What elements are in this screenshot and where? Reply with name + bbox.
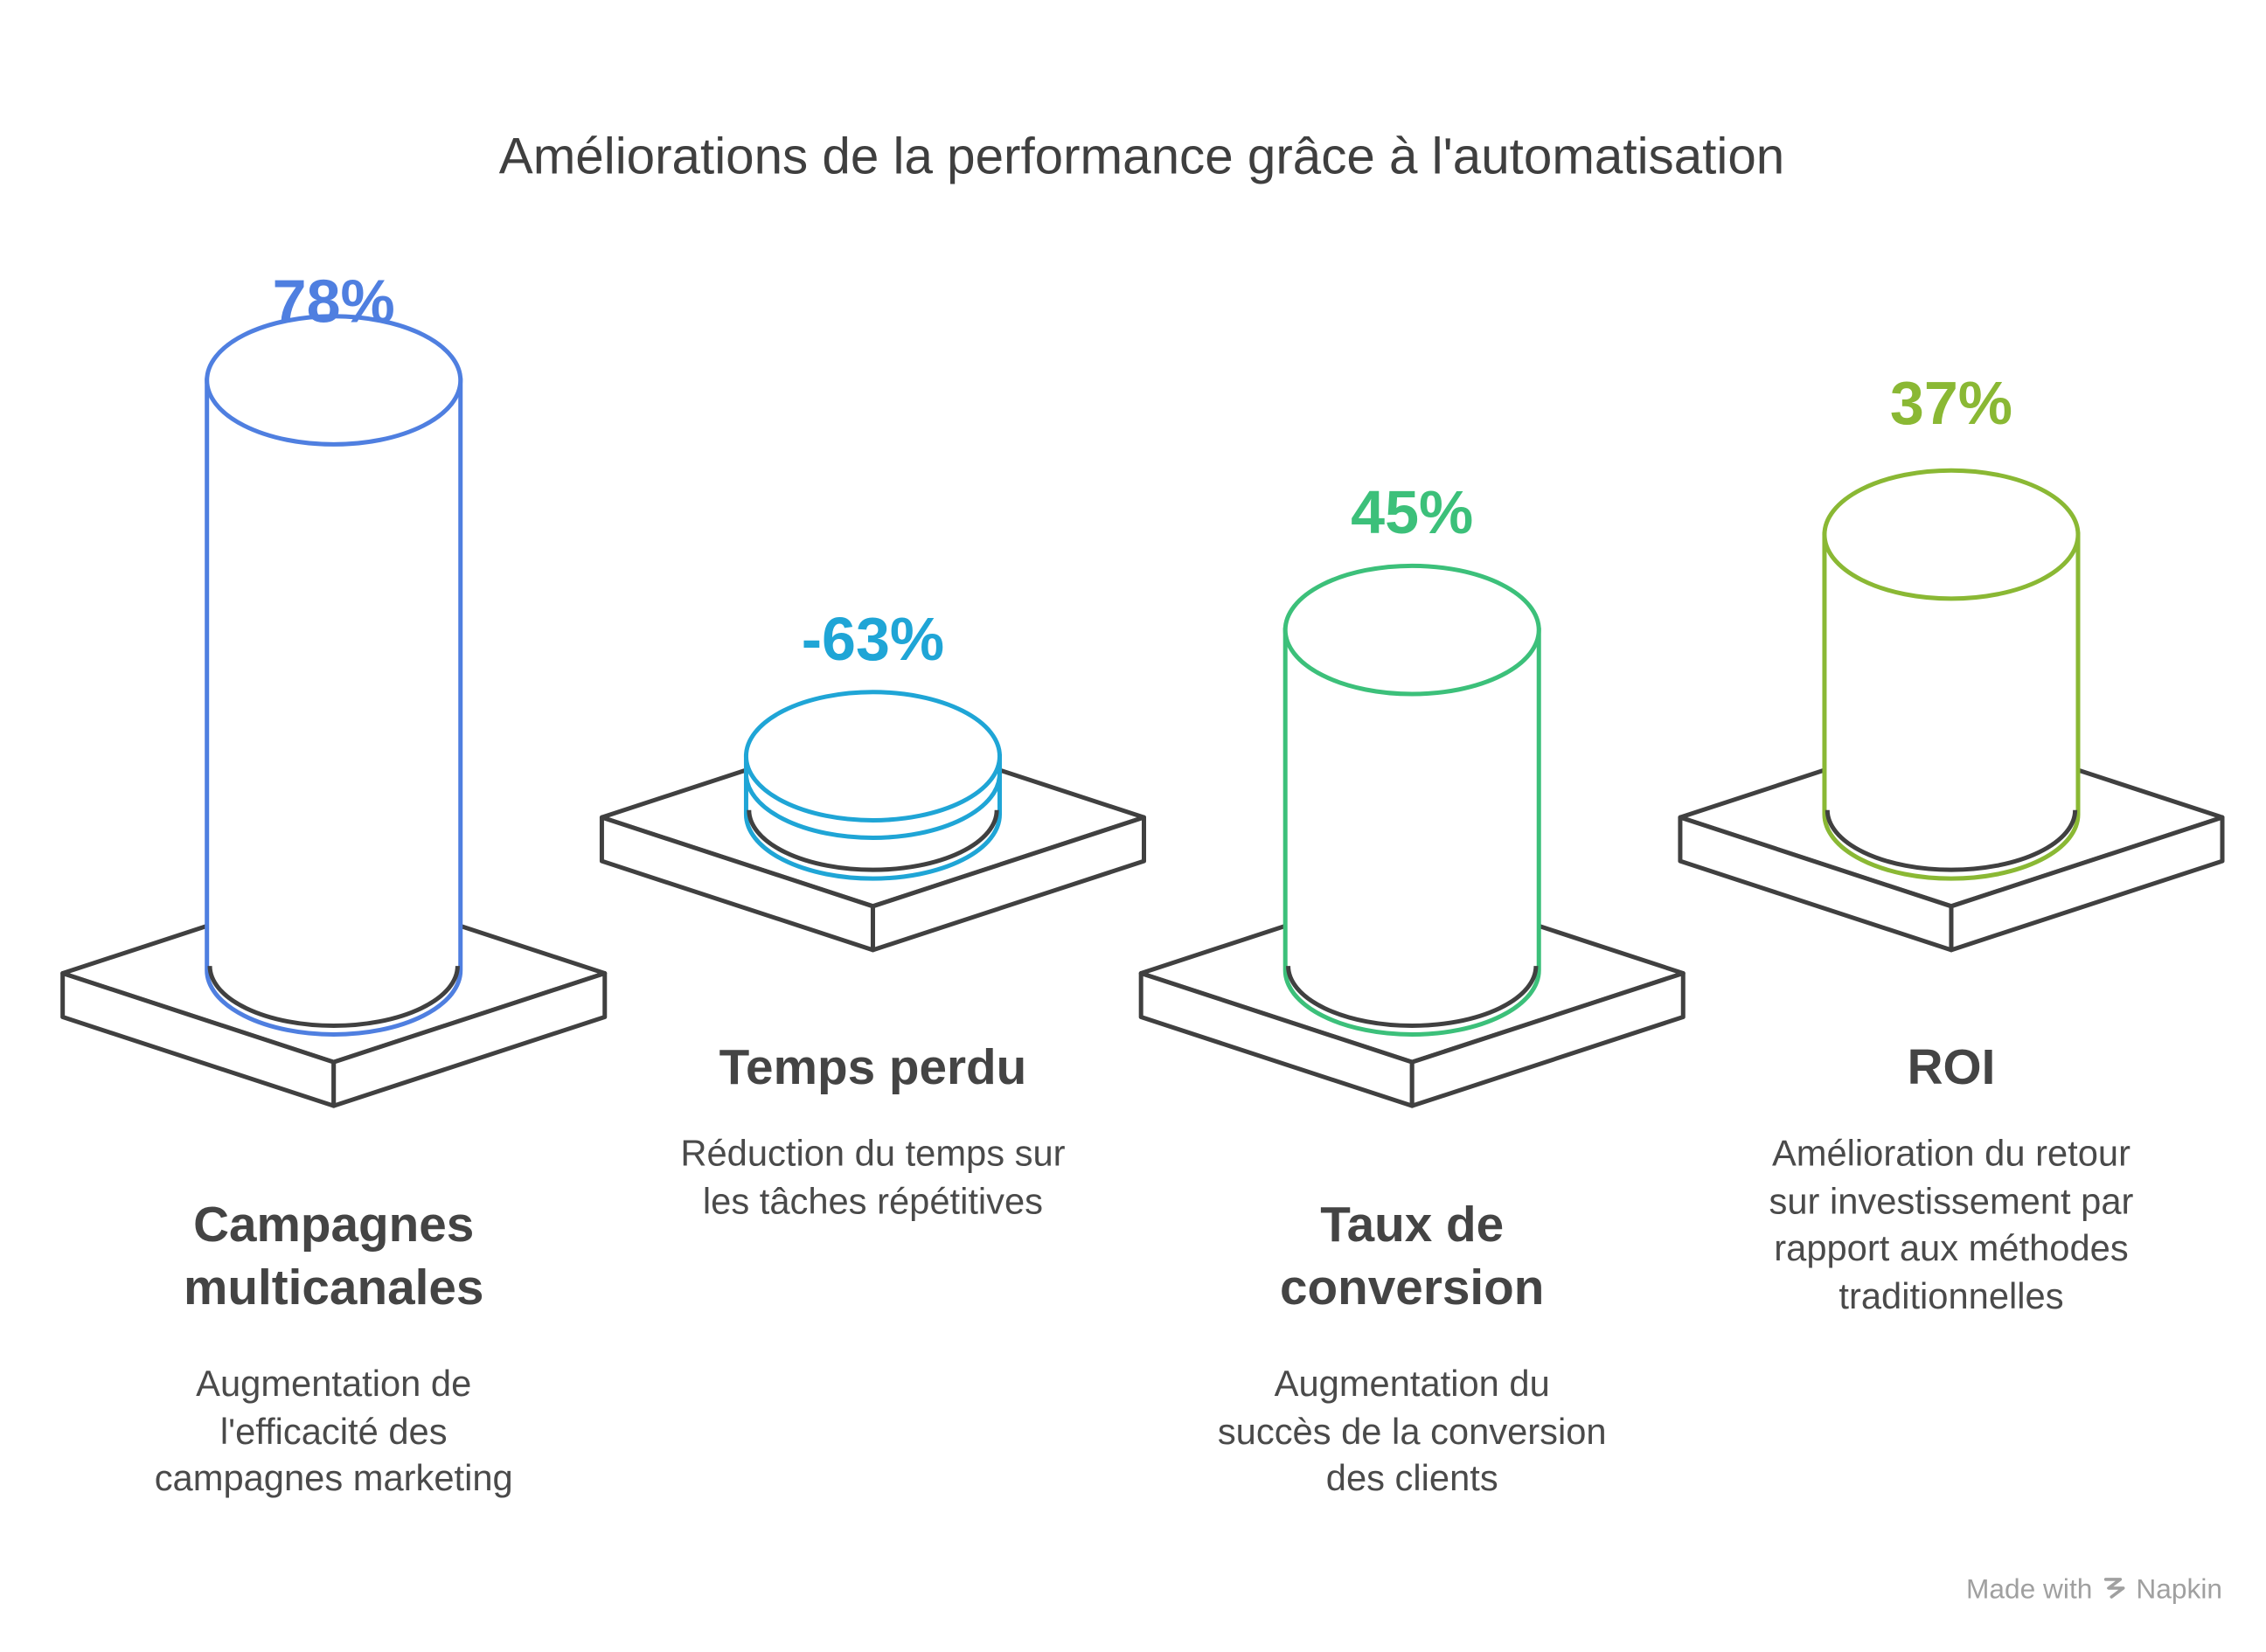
napkin-watermark[interactable]: Made with Napkin [1966, 1573, 2222, 1608]
description-line: Amélioration du retour [1771, 1133, 2130, 1175]
platform-side-right [331, 970, 608, 1108]
item-title-taux-conversion: Taux de conversion [1164, 1195, 1660, 1320]
description-line: des clients [1325, 1458, 1498, 1500]
cylinder-base-shadow [747, 809, 999, 872]
item-title-temps-perdu: Temps perdu [625, 1038, 1121, 1100]
description-line: campagnes marketing [154, 1458, 513, 1500]
platform-side-right [1409, 970, 1686, 1108]
value-label-roi: 37% [1889, 368, 2013, 438]
item-title-roi: ROI [1704, 1038, 2200, 1100]
description-line: Augmentation du [1274, 1364, 1550, 1405]
description-line: les tâches répétitives [702, 1181, 1044, 1222]
description-line: succès de la conversion [1217, 1411, 1607, 1453]
item-title-line: Campagnes [193, 1197, 475, 1253]
chart-title: Améliorations de la performance grâce à … [498, 128, 1785, 185]
item-description-roi: Amélioration du retour sur investissemen… [1726, 1131, 2178, 1321]
napkin-logo-icon [2101, 1573, 2127, 1608]
item-description-temps-perdu: Réduction du temps sur les tâches répéti… [647, 1131, 1099, 1225]
description-line: Réduction du temps sur [680, 1133, 1066, 1175]
cylinder-top [743, 690, 1002, 823]
value-label-taux-conversion: 45% [1351, 477, 1474, 547]
platform-side-right [870, 815, 1147, 953]
cylinder-body [205, 378, 463, 1037]
item-description-taux-conversion: Augmentation du succès de la conversion … [1186, 1361, 1638, 1503]
cylinder-top [205, 314, 463, 447]
item-title-line: ROI [1907, 1040, 1996, 1096]
watermark-brand: Napkin [2136, 1574, 2223, 1606]
cylinder-base-shadow [207, 966, 460, 1028]
cylinder-top [1282, 563, 1541, 697]
item-title-line: multicanales [184, 1260, 484, 1316]
cylinder-body [1282, 628, 1541, 1037]
cylinder-body [1822, 532, 2081, 881]
description-line: l'efficacité des [219, 1411, 448, 1453]
value-label-temps-perdu: -63% [801, 604, 945, 674]
cylinder-rim [743, 774, 1002, 840]
description-line: sur investissement par [1769, 1181, 2134, 1222]
cylinder-base-shadow [1825, 809, 2078, 872]
item-title-line: conversion [1280, 1260, 1545, 1316]
cylinder-base-shadow [1286, 966, 1539, 1028]
description-line: Augmentation de [196, 1364, 472, 1405]
cylinder-top [1822, 468, 2081, 601]
platform-side-right [1949, 815, 2225, 953]
item-title-line: Temps perdu [719, 1040, 1027, 1096]
item-title-line: Taux de [1320, 1197, 1505, 1253]
description-line: traditionnelles [1839, 1275, 2064, 1317]
value-label-campagnes: 78% [272, 267, 395, 336]
watermark-prefix: Made with [1966, 1574, 2093, 1606]
item-title-campagnes: Campagnes multicanales [86, 1195, 581, 1320]
item-description-campagnes: Augmentation de l'efficacité des campagn… [108, 1361, 560, 1503]
description-line: rapport aux méthodes [1774, 1228, 2129, 1269]
